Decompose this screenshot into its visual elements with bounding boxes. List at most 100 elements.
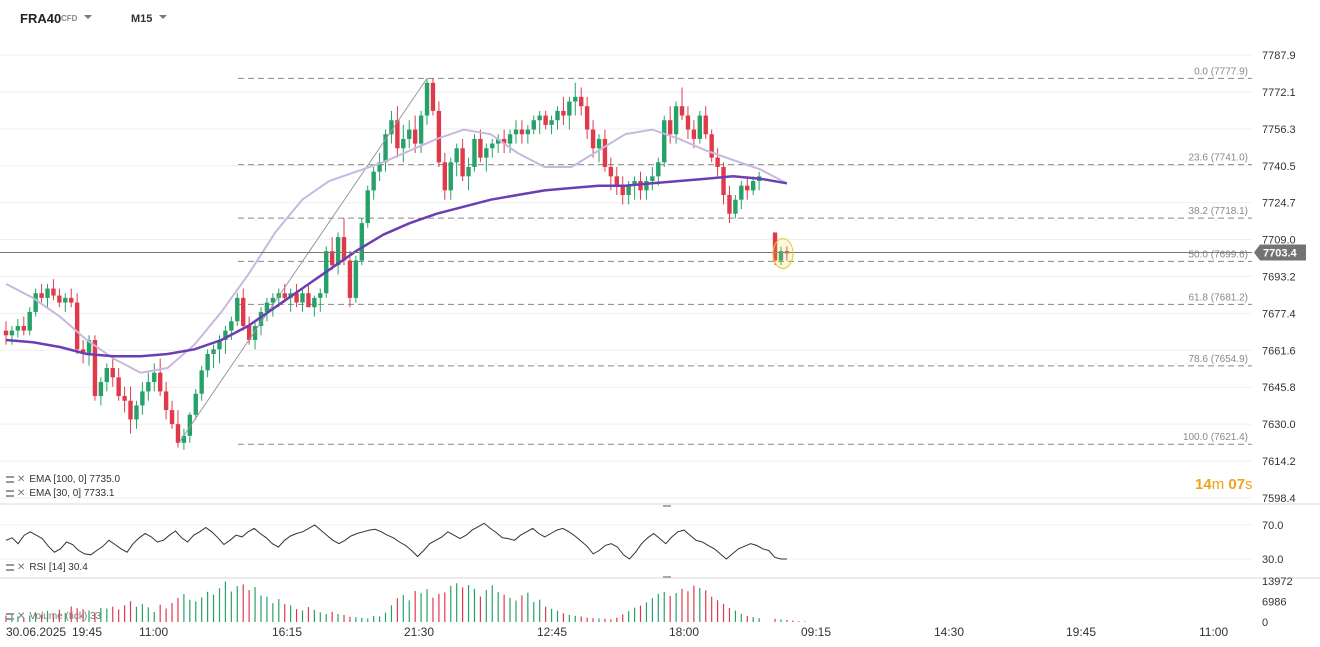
candle-body xyxy=(430,82,436,111)
candle-body xyxy=(448,162,453,191)
candle-body xyxy=(395,120,400,149)
candle-body xyxy=(122,396,127,401)
candle-body xyxy=(300,293,305,303)
rsi-legend-text: RSI [14] 30.4 xyxy=(29,562,88,573)
remove-icon[interactable]: ✕ xyxy=(17,611,26,622)
candle-body xyxy=(39,293,44,298)
candle-body xyxy=(365,190,370,224)
candle-body xyxy=(264,302,270,312)
candle-body xyxy=(537,115,542,121)
candle-body xyxy=(217,339,222,350)
candle-body xyxy=(573,96,578,102)
countdown-seconds: 07 xyxy=(1228,476,1246,493)
candle-body xyxy=(193,393,198,415)
candle-body xyxy=(495,138,501,144)
fib-level-label: 100.0 (7621.4) xyxy=(1183,432,1248,443)
price-tick-label: 7787.9 xyxy=(1262,50,1296,62)
candle-body xyxy=(703,115,708,135)
fib-level-label: 23.6 (7741.0) xyxy=(1189,153,1249,164)
candle-body xyxy=(709,134,714,158)
candle-body xyxy=(620,185,625,196)
drag-handle-icon[interactable] xyxy=(6,563,14,571)
price-tick-label: 7756.3 xyxy=(1262,124,1296,136)
candle-body xyxy=(235,297,240,322)
candle-body xyxy=(157,372,163,392)
candle-body xyxy=(778,251,784,261)
symbol-name[interactable]: FRA40 xyxy=(20,11,62,26)
candle-body xyxy=(86,339,92,354)
drag-handle-icon[interactable] xyxy=(6,475,14,483)
legend-ema30[interactable]: ✕ EMA [30, 0] 7733.1 xyxy=(6,488,114,499)
drag-handle-icon[interactable] xyxy=(6,489,14,497)
time-tick-label: 19:45 xyxy=(72,625,102,639)
countdown-minutes-unit: m xyxy=(1211,476,1225,493)
candle-body xyxy=(359,223,364,261)
fib-level-label: 50.0 (7699.6) xyxy=(1189,249,1249,260)
price-tick-label: 7661.6 xyxy=(1262,345,1296,357)
time-tick-label: 30.06.2025 xyxy=(6,625,66,639)
candle-body xyxy=(241,297,246,326)
candle-body xyxy=(454,148,459,163)
timeframe-dropdown-caret-icon[interactable] xyxy=(159,15,167,19)
candle-body xyxy=(626,185,631,196)
candle-body xyxy=(371,171,376,191)
candle-body xyxy=(525,129,531,135)
candle-body xyxy=(519,129,525,135)
candle-body xyxy=(175,424,181,443)
current-price-label: 7703.4 xyxy=(1263,248,1298,260)
candle-body xyxy=(306,293,311,308)
candle-body xyxy=(750,181,756,191)
candle-body xyxy=(407,129,412,139)
candle-body xyxy=(555,110,560,121)
rsi-tick-label: 30.0 xyxy=(1262,554,1283,566)
legend-ema100[interactable]: ✕ EMA [100, 0] 7735.0 xyxy=(6,474,120,485)
candle-body xyxy=(656,162,661,177)
candle-body xyxy=(187,414,193,436)
candle-countdown-timer: 14m 07s xyxy=(1195,476,1253,493)
candle-body xyxy=(543,115,548,125)
price-tick-label: 7724.7 xyxy=(1262,198,1296,210)
candle-body xyxy=(15,325,21,331)
price-tick-label: 7740.5 xyxy=(1262,161,1296,173)
candle-body xyxy=(579,96,584,107)
candle-body xyxy=(667,120,673,135)
price-tick-label: 7645.8 xyxy=(1262,382,1296,394)
candle-body xyxy=(608,166,614,177)
candle-body xyxy=(401,138,406,149)
candle-body xyxy=(199,370,204,394)
price-tick-label: 7630.0 xyxy=(1262,419,1296,431)
candle-body xyxy=(353,260,359,298)
ema100-line xyxy=(5,175,788,358)
remove-icon[interactable]: ✕ xyxy=(17,488,26,499)
drag-handle-icon[interactable] xyxy=(6,612,14,620)
time-tick-label: 21:30 xyxy=(404,625,434,639)
time-tick-label: 11:00 xyxy=(139,625,168,639)
candle-body xyxy=(69,297,74,303)
candle-body xyxy=(436,110,442,163)
candle-body xyxy=(9,330,15,336)
legend-rsi[interactable]: ✕ RSI [14] 30.4 xyxy=(6,562,88,573)
candle-body xyxy=(146,382,151,392)
remove-icon[interactable]: ✕ xyxy=(17,562,26,573)
candle-body xyxy=(590,129,596,149)
legend-volume[interactable]: ✕ Volume (tick) 33 xyxy=(6,611,101,622)
timeframe-selector[interactable]: M15 xyxy=(131,13,153,25)
current-price-tag xyxy=(1254,244,1306,261)
candle-body xyxy=(602,138,608,167)
candle-body xyxy=(163,391,169,411)
candle-body xyxy=(424,82,430,116)
candle-body xyxy=(466,166,471,177)
candle-body xyxy=(567,101,572,116)
candle-body xyxy=(673,106,679,135)
candle-body xyxy=(294,293,299,303)
time-tick-label: 09:15 xyxy=(801,625,831,639)
remove-icon[interactable]: ✕ xyxy=(17,474,26,485)
candle-body xyxy=(128,400,133,420)
symbol-dropdown-caret-icon[interactable] xyxy=(84,15,92,19)
price-tick-label: 7772.1 xyxy=(1262,87,1296,99)
candle-body xyxy=(92,339,98,397)
candle-body xyxy=(33,293,38,312)
candle-body xyxy=(596,138,602,149)
candle-body xyxy=(110,368,115,378)
